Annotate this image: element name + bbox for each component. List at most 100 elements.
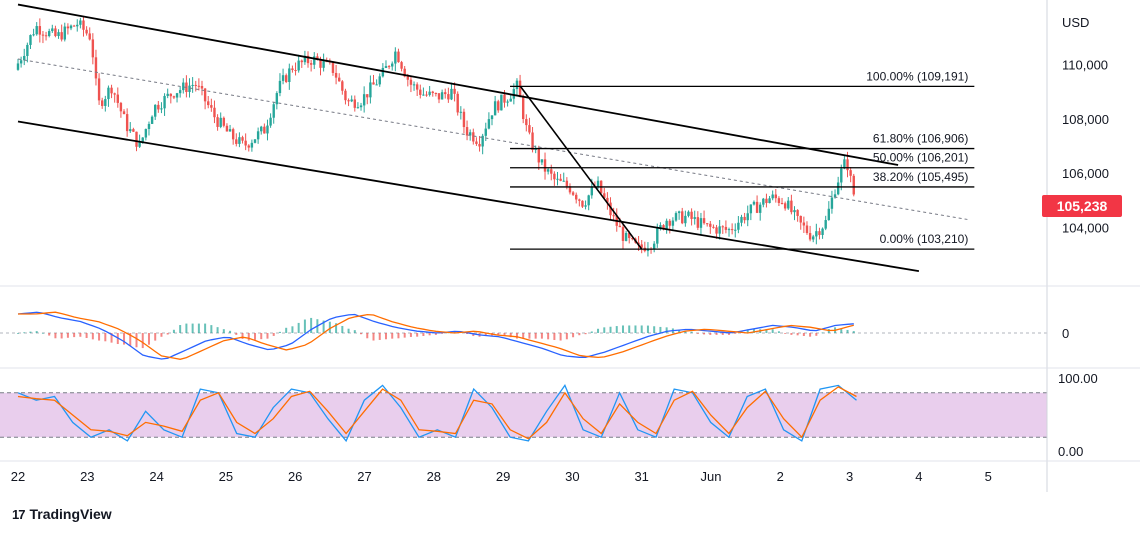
candle-body (294, 70, 297, 72)
candle-body (412, 84, 416, 86)
candle-body (459, 111, 463, 113)
macd-histogram-bar (185, 323, 188, 333)
candle-body (409, 79, 413, 85)
candle-body (565, 180, 569, 187)
macd-histogram-bar (472, 333, 475, 337)
candle-body (543, 159, 547, 172)
time-tick-label: 3 (846, 469, 853, 484)
candle-body (506, 101, 509, 103)
candle-body (163, 95, 166, 109)
candle-body (135, 131, 138, 147)
candle-body (749, 204, 753, 214)
macd-histogram-bar (441, 333, 444, 334)
candle-body (562, 180, 565, 182)
candle-body (172, 96, 176, 98)
candle-body (38, 26, 42, 35)
candle-body (250, 142, 254, 148)
candle-body (331, 62, 335, 73)
price-axis[interactable]: 110,000 108,000 106,000 104,000 (1062, 57, 1109, 235)
candle-body (150, 116, 154, 124)
time-tick-label: 22 (11, 469, 25, 484)
candle-body (447, 94, 450, 100)
macd-histogram-bar (172, 329, 175, 333)
candle-body (808, 233, 812, 240)
macd-histogram-bar (17, 333, 19, 334)
candle-body (481, 135, 484, 147)
candle-body (384, 66, 388, 68)
macd-histogram-bar (709, 333, 712, 335)
candle-body (319, 59, 322, 68)
candle-body (350, 99, 353, 102)
candle-body (677, 211, 681, 214)
macd-histogram-bar (497, 333, 500, 335)
macd-histogram-bar (840, 328, 843, 333)
candle-body (721, 226, 724, 228)
macd-histogram-bar (659, 326, 662, 333)
time-tick-label: 23 (80, 469, 94, 484)
candle-body (568, 186, 572, 193)
candle-body (787, 200, 790, 209)
macd-histogram-bar (135, 333, 138, 348)
candle-body (359, 105, 363, 108)
candle-body (621, 227, 625, 241)
candle-body (32, 34, 35, 36)
candle-body (16, 63, 20, 70)
price-tick-label: 108,000 (1062, 112, 1109, 127)
candle-body (587, 195, 590, 206)
candle-body (97, 78, 101, 101)
macd-histogram-bar (191, 323, 194, 333)
macd-histogram-bar (129, 333, 132, 346)
candle-body (606, 197, 609, 203)
macd-histogram-bar (771, 329, 774, 333)
macd-histogram-bar (534, 333, 537, 339)
candle-body (154, 104, 157, 117)
time-axis[interactable]: 22 23 24 25 26 27 28 29 30 31 Jun 2 3 4 5 (11, 469, 992, 484)
candle-body (802, 222, 806, 226)
macd-histogram-bar (503, 333, 506, 336)
macd-histogram-bar (303, 319, 306, 333)
candle-body (69, 25, 73, 29)
stoch-axis-label-top: 100.00 (1058, 371, 1098, 386)
macd-histogram-bar (416, 333, 419, 337)
candle-body (381, 67, 385, 77)
macd-histogram-bar (696, 333, 699, 334)
candle-body (297, 60, 300, 71)
candle-body (759, 204, 762, 213)
stoch-d-line (17, 386, 857, 440)
candle-body (263, 126, 266, 134)
candle-body (553, 173, 556, 180)
candle-body (266, 125, 269, 134)
channel-midline (17, 58, 968, 220)
candle-body (132, 129, 135, 132)
candle-body (490, 115, 494, 120)
tradingview-logo[interactable]: 17 TradingView (12, 506, 112, 522)
last-price-tag: 105,238 (1042, 195, 1122, 217)
candle-body (303, 55, 307, 63)
candle-body (487, 119, 491, 129)
candle-body (525, 119, 528, 126)
plot-area[interactable]: 100.00% (109,191) 61.80% (106,906) 50.00% … (0, 3, 1098, 459)
candle-body (709, 223, 712, 227)
candle-body (515, 80, 519, 90)
candle-body (472, 132, 475, 142)
macd-histogram-bar (540, 333, 543, 339)
candle-body (668, 220, 671, 226)
candle-body (366, 94, 369, 98)
candle-body (830, 197, 834, 209)
candle-body (537, 148, 540, 163)
candle-body (85, 29, 88, 34)
tradingview-logo-text: TradingView (29, 506, 112, 522)
macd-histogram-bar (23, 332, 26, 334)
macd-histogram-bar (765, 329, 768, 333)
candle-body (702, 218, 706, 224)
candle-body (699, 218, 703, 228)
candle-body (200, 86, 204, 89)
candle-body (821, 228, 824, 235)
stoch-axis-label-bottom: 0.00 (1058, 444, 1083, 459)
candle-body (793, 210, 796, 213)
macd-histogram-bar (434, 333, 437, 335)
candle-body (478, 143, 481, 147)
candle-body (284, 75, 288, 82)
candle-body (291, 68, 294, 71)
